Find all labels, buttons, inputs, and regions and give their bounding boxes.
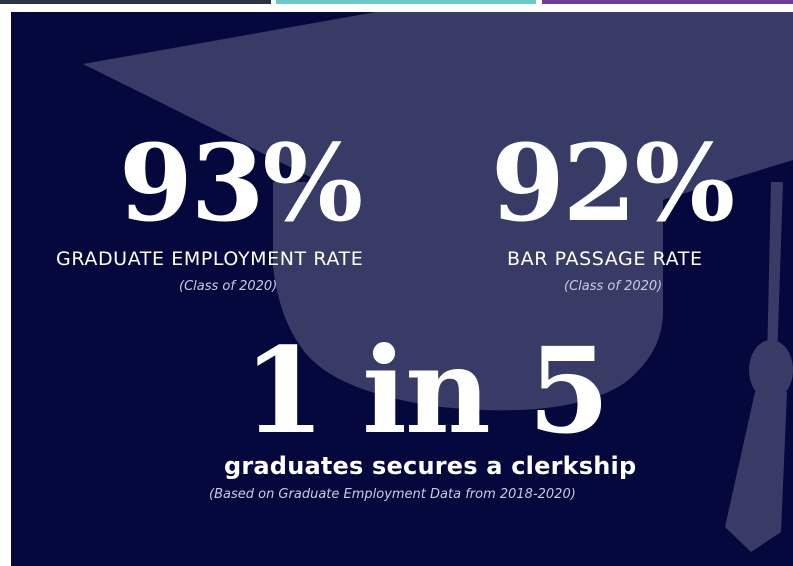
employment-rate-value: 93% [119,120,363,245]
top-accent-bars [0,0,793,4]
top-accent-bar-purple [542,0,793,4]
clerkship-note: (Based on Graduate Employment Data from … [209,487,576,502]
top-accent-bar-dark [0,0,271,4]
clerkship-ratio-value: 1 in 5 [243,321,610,460]
graduation-cap-base [273,182,663,411]
graduation-cap-tassel-cord [767,182,783,362]
top-accent-bar-teal [276,0,536,4]
graduation-cap-tassel-knot [749,340,793,400]
bar-passage-rate-value: 92% [491,120,735,245]
bar-passage-rate-note: (Class of 2020) [564,279,663,294]
employment-rate-note: (Class of 2020) [179,279,278,294]
graduation-cap-board [83,12,793,258]
clerkship-label: graduates secures a clerkship [224,452,637,480]
graduation-cap-tassel [725,392,787,552]
graduation-cap-icon [83,12,793,552]
employment-rate-label: GRADUATE EMPLOYMENT RATE [56,248,364,270]
bar-passage-rate-label: BAR PASSAGE RATE [507,248,703,270]
stats-panel: 93% GRADUATE EMPLOYMENT RATE (Class of 2… [11,12,793,566]
